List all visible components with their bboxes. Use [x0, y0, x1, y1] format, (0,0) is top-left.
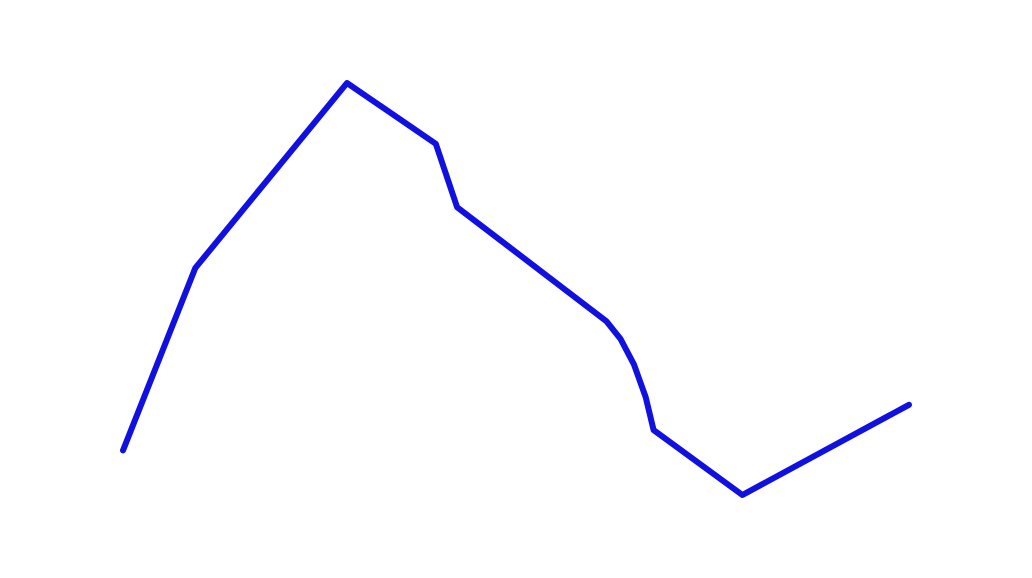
plot-area: [120, 80, 912, 498]
series-line-1: [120, 80, 912, 498]
